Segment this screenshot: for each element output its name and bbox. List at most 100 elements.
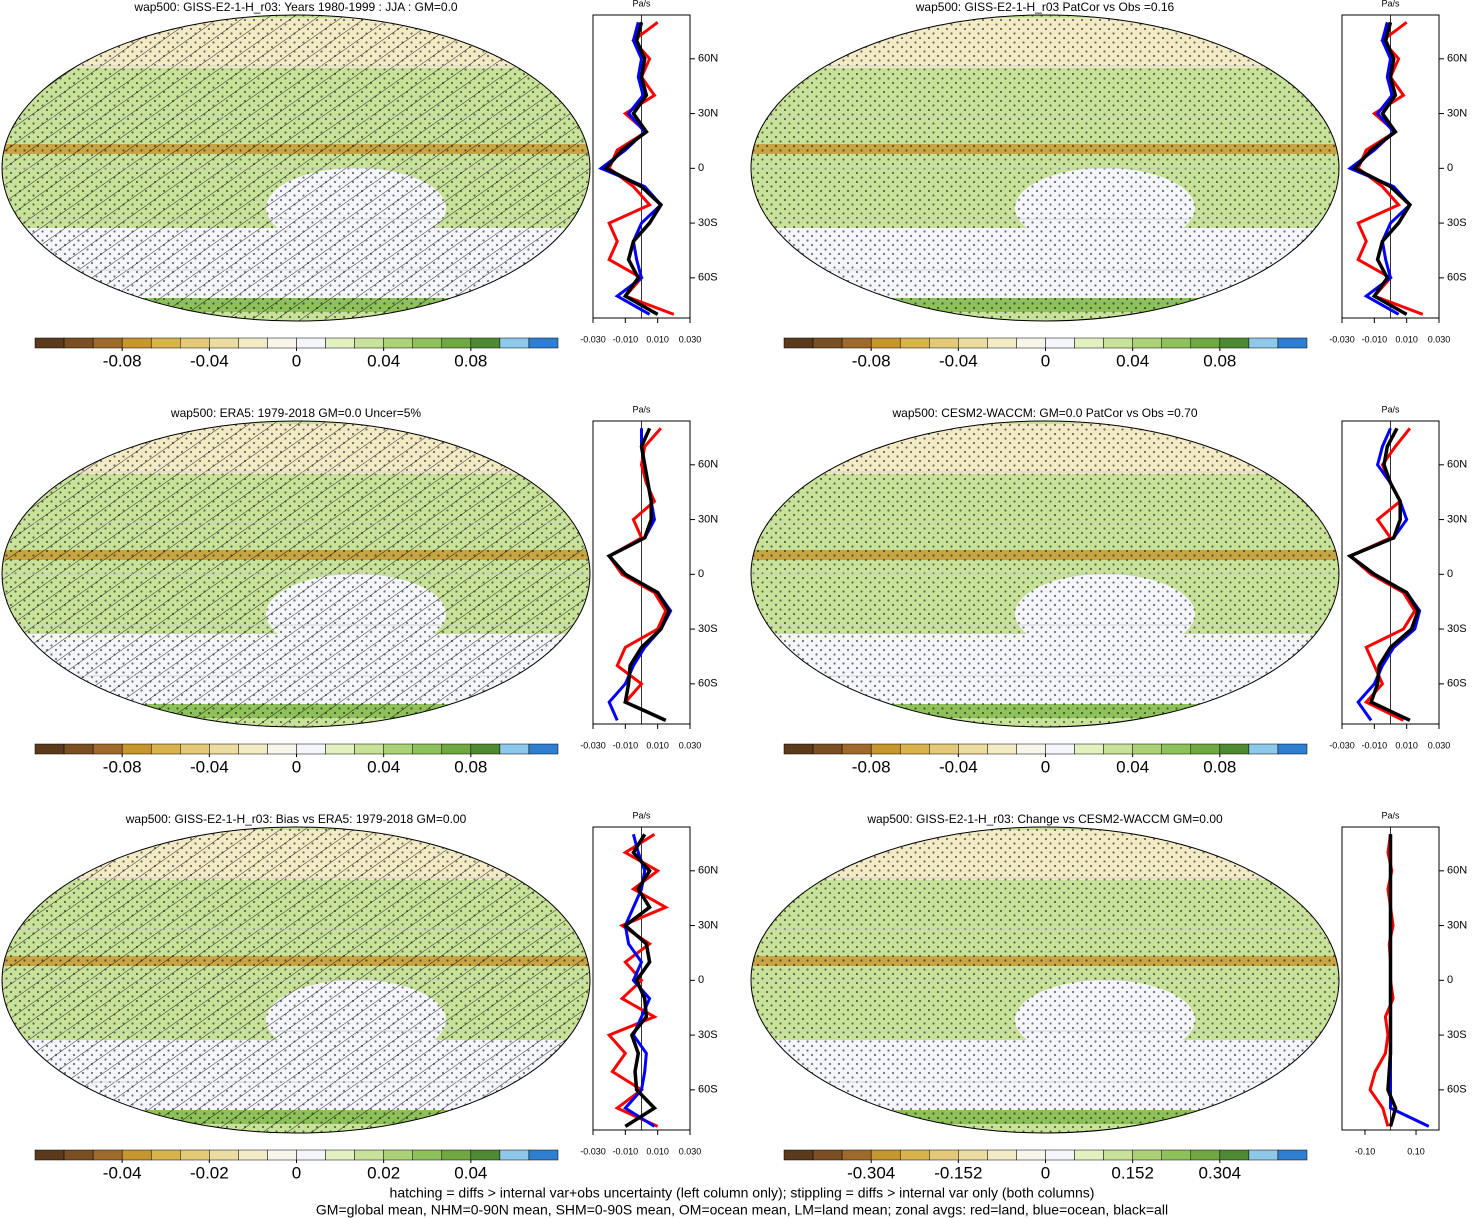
colorbar-tick-label: 0.08 [1203, 351, 1236, 370]
colorbar-box [150, 337, 181, 349]
colorbar-box [1219, 1149, 1250, 1161]
colorbar-box [470, 337, 501, 349]
colorbar-box [63, 1149, 94, 1161]
zonal-line [1347, 21, 1412, 316]
zonal-line [606, 428, 673, 721]
colorbar-box [34, 1149, 65, 1161]
colorbar-box [92, 743, 123, 755]
panel: wap500: GISS-E2-1-H_r03 PatCor vs Obs =0… [750, 0, 1467, 370]
y-tick-label: 60N [698, 865, 718, 877]
colorbar-tick-label: 0.04 [1116, 351, 1149, 370]
colorbar-tick-label: 0.04 [367, 757, 400, 776]
footer-line: GM=global mean, NHM=0-90N mean, SHM=0-90… [316, 1202, 1168, 1218]
colorbar-box [1074, 743, 1104, 755]
colorbar-box [1277, 337, 1308, 349]
colorbar-box [63, 337, 94, 349]
y-tick-label: 30S [698, 1029, 718, 1041]
zonal-line [603, 21, 664, 316]
colorbar-box [1132, 337, 1162, 349]
map-border [750, 420, 1340, 728]
panel: wap500: GISS-E2-1-H_r03: Bias vs ERA5: 1… [1, 810, 718, 1182]
map-border [1, 420, 591, 728]
colorbar-tick-label: -0.08 [103, 351, 142, 370]
colorbar-box [238, 1149, 268, 1161]
colorbar-box [441, 337, 472, 349]
panel-title: wap500: CESM2-WACCM: GM=0.0 PatCor vs Ob… [892, 406, 1198, 420]
x-tick-label: -0.010 [613, 740, 639, 750]
zonal-line [1386, 834, 1398, 1127]
colorbar-box [499, 337, 530, 349]
colorbar-box [1161, 743, 1192, 755]
y-tick-label: 30N [1447, 107, 1467, 119]
map-body [2, 15, 590, 321]
y-tick-label: 60N [1447, 53, 1467, 65]
colorbar-tick-label: 0.08 [454, 757, 487, 776]
colorbar-box [1103, 743, 1133, 755]
y-tick-label: 0 [1447, 974, 1453, 986]
y-tick-label: 0 [698, 568, 704, 580]
colorbar-tick-label: -0.02 [190, 1163, 229, 1182]
y-tick-label: 0 [698, 162, 704, 174]
colorbar-box [499, 743, 530, 755]
x-tick-label: 0.010 [646, 334, 669, 344]
panel: wap500: GISS-E2-1-H_r03: Years 1980-1999… [1, 0, 718, 370]
colorbar-box [209, 743, 239, 755]
y-tick-label: 0 [698, 974, 704, 986]
x-tick-label: -0.010 [613, 1146, 639, 1156]
colorbar-tick-label: -0.04 [190, 351, 229, 370]
colorbar-box [180, 337, 210, 349]
colorbar-box [150, 1149, 181, 1161]
colorbar-box [267, 337, 297, 349]
colorbar-box [383, 1149, 413, 1161]
colorbar-tick-label: 0 [1041, 1163, 1050, 1182]
colorbar-box [296, 1149, 326, 1161]
colorbar-box [325, 1149, 355, 1161]
colorbar-box [987, 337, 1017, 349]
colorbar-box [34, 743, 65, 755]
y-tick-label: 60N [1447, 865, 1467, 877]
colorbar-box [412, 743, 443, 755]
y-tick-label: 30N [698, 513, 718, 525]
colorbar-box [1190, 743, 1221, 755]
x-tick-label: -0.010 [1362, 740, 1388, 750]
colorbar-tick-label: 0 [292, 1163, 301, 1182]
colorbar-box [121, 1149, 152, 1161]
colorbar-box [499, 1149, 530, 1161]
colorbar-box [987, 1149, 1017, 1161]
x-tick-label: 0.030 [679, 334, 702, 344]
colorbar-box [1045, 337, 1075, 349]
y-tick-label: 60S [698, 678, 718, 690]
y-tick-label: 60S [1447, 678, 1467, 690]
panel-title: wap500: GISS-E2-1-H_r03: Change vs CESM2… [866, 812, 1223, 826]
zonal-line [1389, 834, 1430, 1128]
colorbar-box [1248, 1149, 1279, 1161]
colorbar-box [121, 337, 152, 349]
colorbar-box [1190, 1149, 1221, 1161]
colorbar-tick-label: -0.04 [190, 757, 229, 776]
x-tick-label: 0.030 [679, 1146, 702, 1156]
x-tick-label: 0.010 [1395, 740, 1418, 750]
colorbar-box [870, 743, 901, 755]
colorbar-box [1074, 1149, 1104, 1161]
colorbar-box [1016, 743, 1046, 755]
colorbar-box [92, 337, 123, 349]
footer-line: hatching = diffs > internal var+obs unce… [390, 1185, 1095, 1201]
colorbar-box [412, 337, 443, 349]
y-tick-label: 60N [698, 53, 718, 65]
x-tick-label: -0.030 [1329, 334, 1355, 344]
colorbar-box [929, 337, 959, 349]
y-tick-label: 60S [1447, 1084, 1467, 1096]
colorbar-box [63, 743, 94, 755]
x-tick-label: 0.030 [1428, 740, 1451, 750]
zonal-unit: Pa/s [1381, 0, 1400, 8]
colorbar-tick-label: 0.304 [1199, 1163, 1242, 1182]
colorbar-box [470, 743, 501, 755]
colorbar-box [1248, 337, 1279, 349]
x-tick-label: -0.030 [1329, 740, 1355, 750]
colorbar-box [354, 337, 384, 349]
x-tick-label: 0.030 [1428, 334, 1451, 344]
colorbar-box [1016, 337, 1046, 349]
x-tick-label: 0.010 [1395, 334, 1418, 344]
colorbar-box [812, 1149, 843, 1161]
